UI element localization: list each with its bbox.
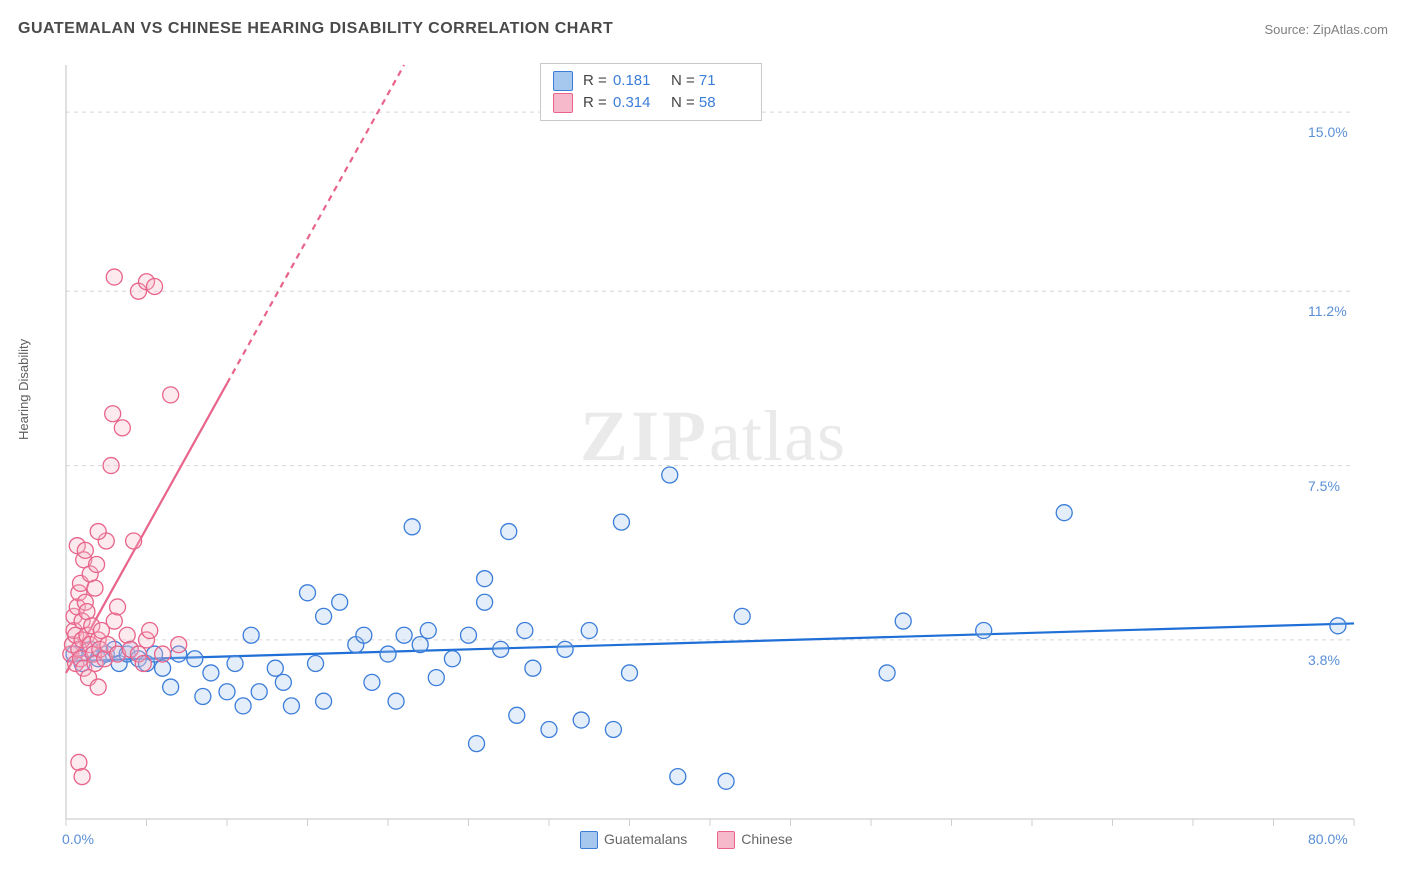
legend-swatch [553,71,573,91]
legend-swatch [580,831,598,849]
scatter-chart [60,55,1360,845]
legend-rn-box: R = 0.181N = 71R = 0.314N = 58 [540,63,762,121]
source-label: Source: ZipAtlas.com [1264,22,1388,37]
legend-swatch [553,93,573,113]
y-tick-label: 11.2% [1308,303,1347,319]
legend-rn-row: R = 0.181N = 71 [553,70,749,92]
chart-area: ZIPatlas R = 0.181N = 71R = 0.314N = 58 … [60,55,1360,845]
legend-rn-row: R = 0.314N = 58 [553,92,749,114]
x-axis-start-label: 0.0% [62,831,94,847]
bottom-legend-label: Chinese [741,831,792,847]
y-tick-label: 15.0% [1308,124,1348,140]
bottom-legend-item: Chinese [717,831,792,849]
bottom-legend-item: Guatemalans [580,831,687,849]
y-tick-label: 3.8% [1308,652,1340,668]
chart-title: GUATEMALAN VS CHINESE HEARING DISABILITY… [18,20,613,38]
bottom-legend-label: Guatemalans [604,831,687,847]
bottom-legend: Guatemalans Chinese [580,831,793,849]
x-axis-end-label: 80.0% [1308,831,1348,847]
y-axis-label: Hearing Disability [16,339,31,440]
y-tick-label: 7.5% [1308,478,1340,494]
legend-swatch [717,831,735,849]
